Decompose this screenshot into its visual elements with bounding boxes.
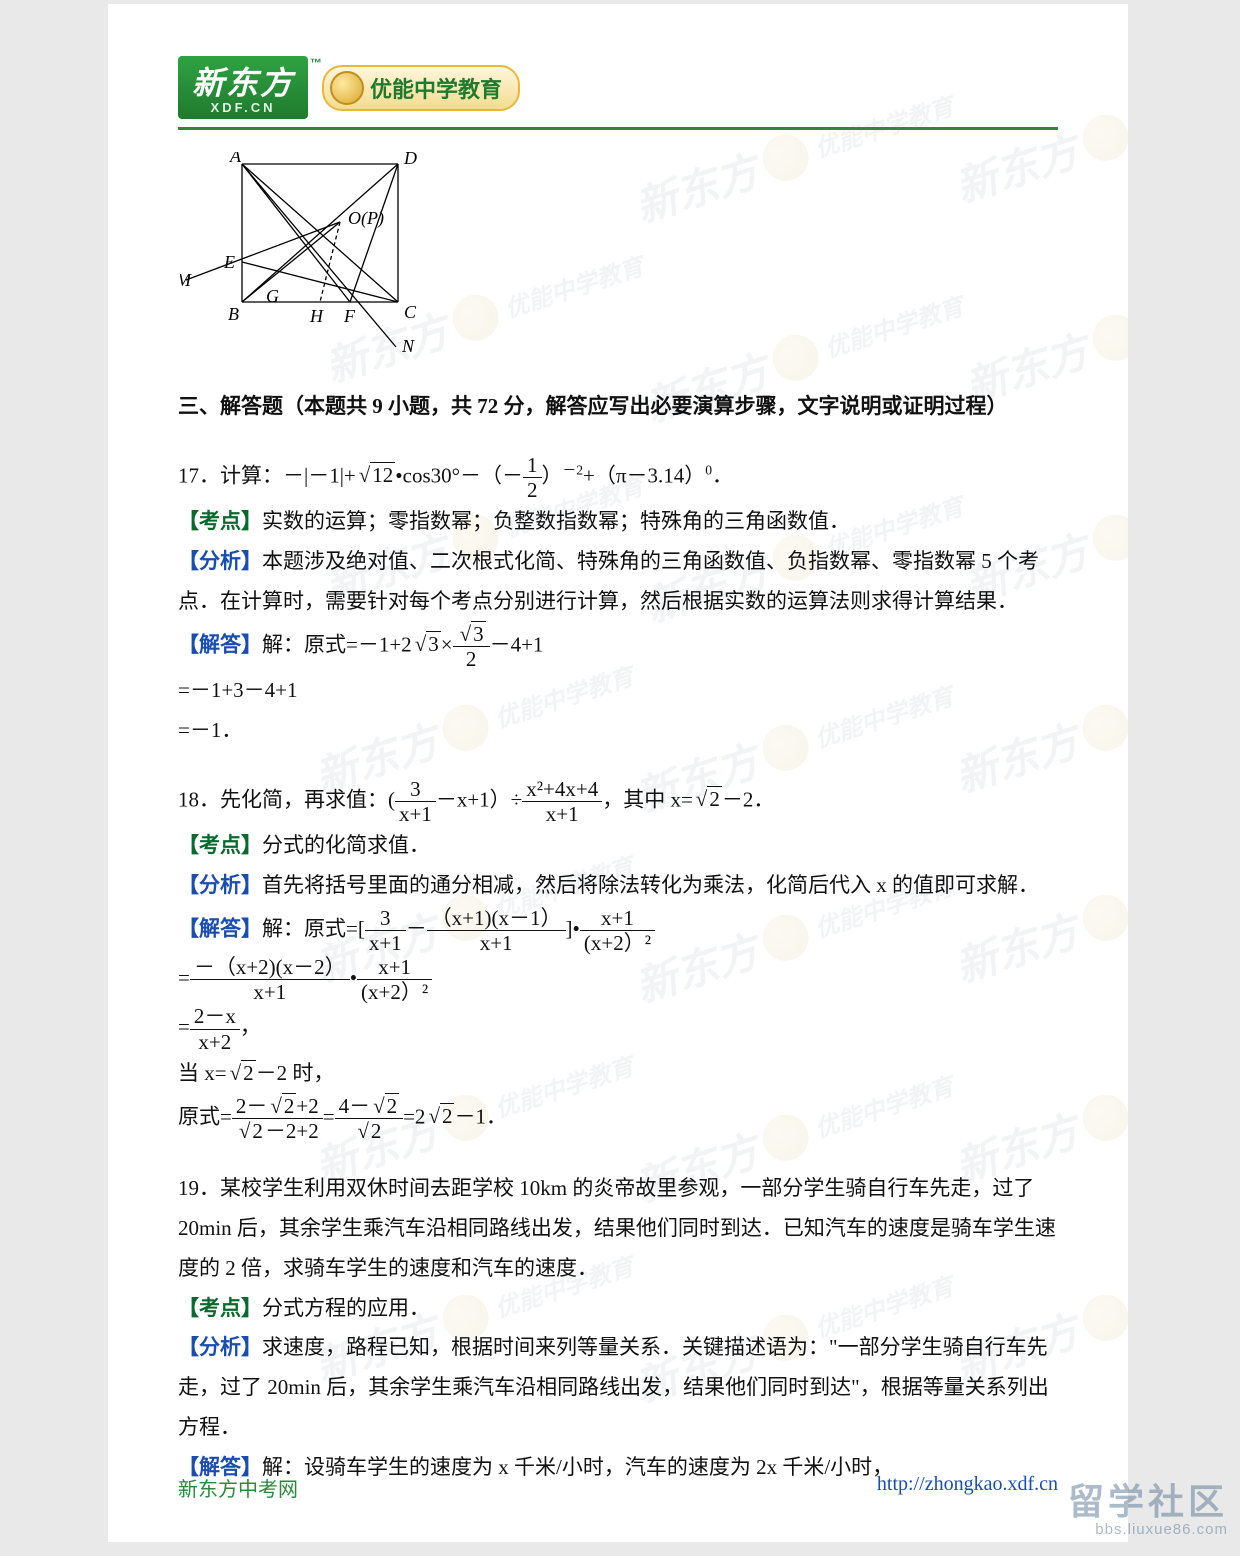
question-19: 19．某校学生利用双休时间去距学校 10km 的炎帝故里参观，一部分学生骑自行车… xyxy=(178,1169,1058,1488)
svg-text:E: E xyxy=(223,252,235,272)
footer-left: 新东方中考网 xyxy=(178,1473,298,1502)
q17-fenxi: 【分析】本题涉及绝对值、二次根式化简、特殊角的三角函数值、负指数幂、零指数幂 5… xyxy=(178,542,1058,622)
svg-text:N: N xyxy=(401,336,415,356)
logo-trademark: ™ xyxy=(310,56,324,70)
q18-kaodian: 【考点】分式的化简求值． xyxy=(178,826,1058,866)
badge-icon xyxy=(330,71,364,105)
svg-text:H: H xyxy=(309,306,324,326)
corner-wm-small: bbs.liuxue86.com xyxy=(1068,1522,1228,1539)
q17-kaodian: 【考点】实数的运算；零指数幂；负整数指数幂；特殊角的三角函数值． xyxy=(178,502,1058,542)
question-18: 18．先化简，再求值：(3x+1－x+1）÷x²+4x+4x+1，其中 x=2－… xyxy=(178,777,1058,1143)
page: 新东方优能中学教育新东方优能中学教育新东方优能中学教育新东方优能中学教育新东方优… xyxy=(108,4,1128,1542)
q18-jieda-l2: =－（x+2)(x－2）x+1•x+1(x+2）² xyxy=(178,955,1058,1004)
svg-text:D: D xyxy=(403,152,417,168)
section-3-title: 三、解答题（本题共 9 小题，共 72 分，解答应写出必要演算步骤，文字说明或证… xyxy=(178,387,1058,427)
badge-youneng: 优能中学教育 xyxy=(322,65,520,111)
svg-text:G: G xyxy=(266,286,279,306)
content-area: A D B C E M G HF N O(P) 三、解答题（本题共 9 小题，共 72 分，解答应… xyxy=(178,152,1058,1488)
badge-text: 优能中学教育 xyxy=(370,72,502,104)
q17-step3: =－1． xyxy=(178,711,1058,751)
q19-fenxi: 【分析】求速度，路程已知，根据时间来列等量关系．关键描述语为："一部分学生骑自行… xyxy=(178,1328,1058,1448)
q18-stem: 18．先化简，再求值：(3x+1－x+1）÷x²+4x+4x+1，其中 x=2－… xyxy=(178,777,1058,826)
q18-number: 18． xyxy=(178,787,220,811)
q19-stem: 19．某校学生利用双休时间去距学校 10km 的炎帝故里参观，一部分学生骑自行车… xyxy=(178,1169,1058,1289)
svg-text:M: M xyxy=(180,270,192,290)
q18-when: 当 x=2－2 时， xyxy=(178,1054,1058,1094)
svg-text:O(P): O(P) xyxy=(348,208,384,229)
svg-text:C: C xyxy=(404,302,417,322)
q18-final: 原式=2－2+22－2+2=4－22=22－1． xyxy=(178,1094,1058,1143)
page-footer: 新东方中考网 http://zhongkao.xdf.cn xyxy=(178,1473,1058,1502)
q18-jieda-l3: =2－xx+2， xyxy=(178,1004,1058,1053)
q17-jieda-line1: 【解答】解：原式=－1+23×32－4+1 xyxy=(178,622,1058,671)
q17-number: 17． xyxy=(178,463,220,487)
footer-right: http://zhongkao.xdf.cn xyxy=(877,1473,1058,1502)
q17-stem: 17．计算：－|－1|+12•cos30°－（－12）－2+（π－3.14）0． xyxy=(178,453,1058,502)
svg-text:A: A xyxy=(229,152,242,166)
logo-sub-text: XDF.CN xyxy=(192,100,294,115)
corner-watermark: 留学社区 bbs.liuxue86.com xyxy=(1068,1482,1228,1538)
question-17: 17．计算：－|－1|+12•cos30°－（－12）－2+（π－3.14）0．… xyxy=(178,453,1058,751)
svg-text:B: B xyxy=(228,304,239,324)
logo-main-text: 新东方 xyxy=(192,65,294,101)
corner-wm-big: 留学社区 xyxy=(1068,1482,1228,1522)
diagram-svg: A D B C E M G HF N O(P) xyxy=(180,152,440,357)
q19-kaodian: 【考点】分式方程的应用． xyxy=(178,1289,1058,1329)
q18-jieda-l1: 【解答】解：原式=[3x+1－（x+1)(x－1）x+1]•x+1(x+2）² xyxy=(178,906,1058,955)
logo-xdf: 新东方 XDF.CN ™ xyxy=(178,56,308,119)
geometry-diagram: A D B C E M G HF N O(P) xyxy=(180,152,1058,371)
q17-step2: =－1+3－4+1 xyxy=(178,671,1058,711)
svg-text:F: F xyxy=(343,306,356,326)
q19-number: 19． xyxy=(178,1176,220,1200)
q18-fenxi: 【分析】首先将括号里面的通分相减，然后将除法转化为乘法，化简后代入 x 的值即可… xyxy=(178,866,1058,906)
page-header: 新东方 XDF.CN ™ 优能中学教育 xyxy=(178,56,1058,130)
